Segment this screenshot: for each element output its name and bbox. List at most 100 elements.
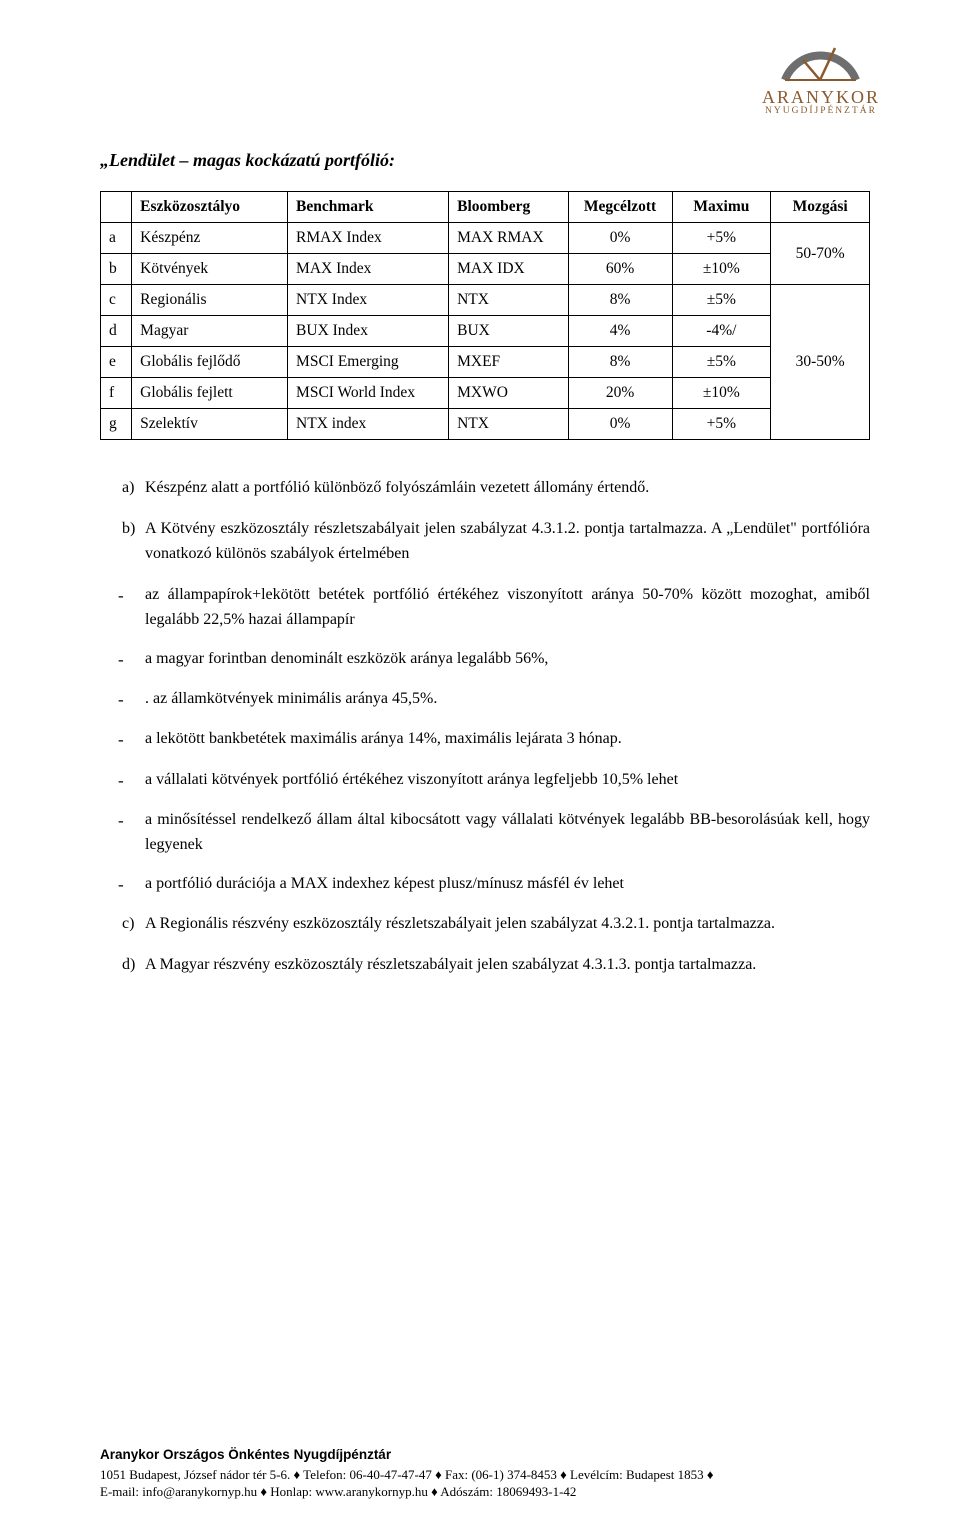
brand-name: ARANYKOR xyxy=(762,87,880,108)
cell-bench: MSCI World Index xyxy=(288,378,449,409)
cell-max: ±10% xyxy=(672,254,771,285)
marker-b: b) xyxy=(100,516,145,567)
sundial-icon xyxy=(773,30,868,85)
dash-marker: - xyxy=(100,807,145,858)
cell-max: ±5% xyxy=(672,285,771,316)
th-benchmark: Benchmark xyxy=(288,192,449,223)
cell-letter: e xyxy=(101,347,132,378)
brand-logo: ARANYKOR NYUGDÍJPÉNZTÁR xyxy=(762,30,880,116)
table-row: b Kötvények MAX Index MAX IDX 60% ±10% xyxy=(101,254,870,285)
sub-text: . az államkötvények minimális aránya 45,… xyxy=(145,686,870,713)
dash-marker: - xyxy=(100,726,145,753)
cell-bench: NTX Index xyxy=(288,285,449,316)
cell-target: 60% xyxy=(568,254,672,285)
th-max: Maximu xyxy=(672,192,771,223)
cell-letter: g xyxy=(101,409,132,440)
page-footer: Aranykor Országos Önkéntes Nyugdíjpénztá… xyxy=(100,1446,870,1501)
cell-max: ±5% xyxy=(672,347,771,378)
cell-asset: Készpénz xyxy=(132,223,288,254)
cell-target: 20% xyxy=(568,378,672,409)
table-row: g Szelektív NTX index NTX 0% +5% xyxy=(101,409,870,440)
th-bloomberg: Bloomberg xyxy=(449,192,569,223)
cell-asset: Globális fejlett xyxy=(132,378,288,409)
marker-c: c) xyxy=(100,911,145,937)
sub-text: az állampapírok+lekötött betétek portfól… xyxy=(145,582,870,633)
sub-item: - a minősítéssel rendelkező állam által … xyxy=(100,807,870,858)
cell-target: 8% xyxy=(568,285,672,316)
cell-bbg: NTX xyxy=(449,409,569,440)
sub-item: - a lekötött bankbetétek maximális arány… xyxy=(100,726,870,753)
sub-text: a vállalati kötvények portfólió értékéhe… xyxy=(145,767,870,794)
table-row: e Globális fejlődő MSCI Emerging MXEF 8%… xyxy=(101,347,870,378)
sub-text: a minősítéssel rendelkező állam által ki… xyxy=(145,807,870,858)
sub-text: a magyar forintban denominált eszközök a… xyxy=(145,646,870,673)
sub-item: - . az államkötvények minimális aránya 4… xyxy=(100,686,870,713)
footer-line-1: 1051 Budapest, József nádor tér 5-6. ♦ T… xyxy=(100,1466,870,1484)
cell-bench: MSCI Emerging xyxy=(288,347,449,378)
sub-text: a portfólió durációja a MAX indexhez kép… xyxy=(145,871,870,898)
page-title: „Lendület – magas kockázatú portfólió: xyxy=(100,150,870,171)
allocation-table: Eszközosztályo Benchmark Bloomberg Megcé… xyxy=(100,191,870,440)
note-d-text: A Magyar részvény eszközosztály részlets… xyxy=(145,952,870,978)
table-row: a Készpénz RMAX Index MAX RMAX 0% +5% 50… xyxy=(101,223,870,254)
cell-bbg: MXEF xyxy=(449,347,569,378)
cell-bench: MAX Index xyxy=(288,254,449,285)
note-a-text: Készpénz alatt a portfólió különböző fol… xyxy=(145,475,870,501)
sub-item: - a portfólió durációja a MAX indexhez k… xyxy=(100,871,870,898)
cell-bench: RMAX Index xyxy=(288,223,449,254)
notes-list: a) Készpénz alatt a portfólió különböző … xyxy=(100,475,870,977)
sub-item: - a magyar forintban denominált eszközök… xyxy=(100,646,870,673)
marker-a: a) xyxy=(100,475,145,501)
cell-asset: Magyar xyxy=(132,316,288,347)
note-a: a) Készpénz alatt a portfólió különböző … xyxy=(100,475,870,501)
cell-bbg: MAX IDX xyxy=(449,254,569,285)
note-d: d) A Magyar részvény eszközosztály részl… xyxy=(100,952,870,978)
cell-range-2: 30-50% xyxy=(771,285,870,440)
th-range: Mozgási xyxy=(771,192,870,223)
cell-bench: BUX Index xyxy=(288,316,449,347)
dash-marker: - xyxy=(100,767,145,794)
th-blank xyxy=(101,192,132,223)
cell-bbg: MXWO xyxy=(449,378,569,409)
note-b-text: A Kötvény eszközosztály részletszabályai… xyxy=(145,516,870,567)
cell-letter: f xyxy=(101,378,132,409)
cell-range-1: 50-70% xyxy=(771,223,870,285)
cell-bbg: BUX xyxy=(449,316,569,347)
marker-d: d) xyxy=(100,952,145,978)
cell-target: 4% xyxy=(568,316,672,347)
th-target: Megcélzott xyxy=(568,192,672,223)
dash-marker: - xyxy=(100,646,145,673)
note-c-text: A Regionális részvény eszközosztály rész… xyxy=(145,911,870,937)
note-b-sublist: - az állampapírok+lekötött betétek portf… xyxy=(100,582,870,898)
cell-letter: d xyxy=(101,316,132,347)
brand-subtitle: NYUGDÍJPÉNZTÁR xyxy=(762,106,880,116)
th-asset: Eszközosztályo xyxy=(132,192,288,223)
dash-marker: - xyxy=(100,582,145,633)
dash-marker: - xyxy=(100,871,145,898)
cell-bench: NTX index xyxy=(288,409,449,440)
table-row: f Globális fejlett MSCI World Index MXWO… xyxy=(101,378,870,409)
cell-asset: Kötvények xyxy=(132,254,288,285)
cell-letter: c xyxy=(101,285,132,316)
dash-marker: - xyxy=(100,686,145,713)
table-row: d Magyar BUX Index BUX 4% -4%/ xyxy=(101,316,870,347)
note-c: c) A Regionális részvény eszközosztály r… xyxy=(100,911,870,937)
table-header-row: Eszközosztályo Benchmark Bloomberg Megcé… xyxy=(101,192,870,223)
note-b: b) A Kötvény eszközosztály részletszabál… xyxy=(100,516,870,567)
cell-target: 0% xyxy=(568,409,672,440)
sub-item: - az állampapírok+lekötött betétek portf… xyxy=(100,582,870,633)
cell-bbg: MAX RMAX xyxy=(449,223,569,254)
cell-bbg: NTX xyxy=(449,285,569,316)
cell-asset: Regionális xyxy=(132,285,288,316)
cell-max: -4%/ xyxy=(672,316,771,347)
footer-line-2: E-mail: info@aranykornyp.hu ♦ Honlap: ww… xyxy=(100,1483,870,1501)
cell-max: +5% xyxy=(672,409,771,440)
cell-target: 0% xyxy=(568,223,672,254)
cell-asset: Globális fejlődő xyxy=(132,347,288,378)
sub-text: a lekötött bankbetétek maximális aránya … xyxy=(145,726,870,753)
cell-max: ±10% xyxy=(672,378,771,409)
cell-asset: Szelektív xyxy=(132,409,288,440)
cell-letter: a xyxy=(101,223,132,254)
cell-max: +5% xyxy=(672,223,771,254)
cell-letter: b xyxy=(101,254,132,285)
